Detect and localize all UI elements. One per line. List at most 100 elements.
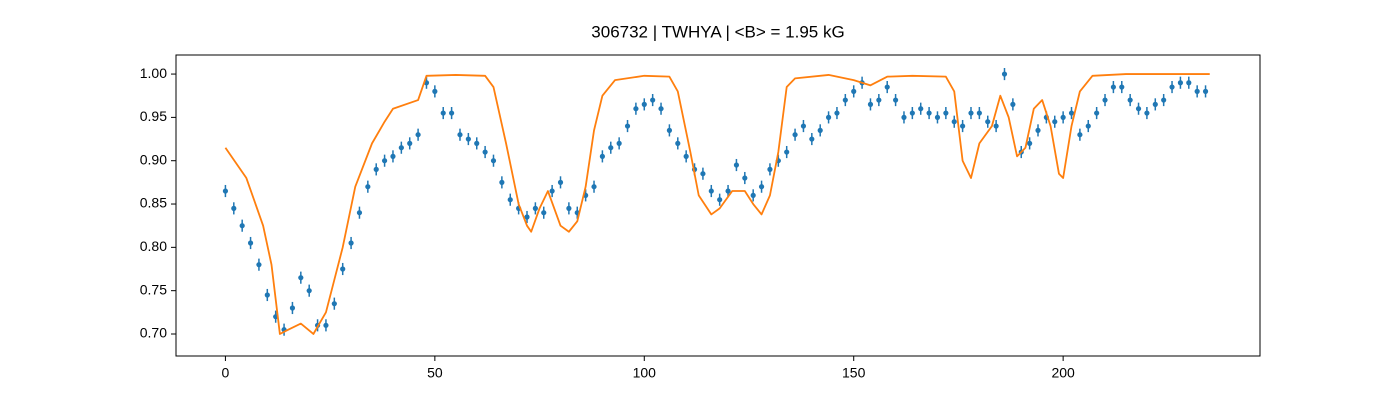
data-point — [490, 158, 497, 164]
data-point — [1119, 84, 1125, 90]
data-point — [675, 140, 681, 146]
data-point — [532, 205, 538, 211]
data-point — [541, 210, 547, 216]
data-point — [658, 106, 664, 112]
y-tick-label: 0.90 — [140, 151, 167, 167]
data-point — [851, 88, 857, 94]
y-tick-label: 0.75 — [140, 281, 167, 297]
data-point — [817, 127, 823, 133]
data-point — [1085, 123, 1091, 129]
data-point — [1077, 132, 1083, 138]
data-point — [901, 114, 907, 120]
data-point — [340, 266, 346, 272]
data-point — [1068, 110, 1075, 116]
data-point — [298, 275, 304, 281]
data-point — [507, 197, 513, 203]
data-point — [1152, 101, 1158, 107]
data-point — [825, 114, 832, 120]
data-point — [231, 205, 237, 211]
data-point — [256, 262, 262, 268]
data-point — [373, 166, 379, 172]
data-point — [1001, 71, 1008, 77]
data-point — [247, 240, 254, 246]
data-point — [398, 145, 404, 151]
data-point — [239, 223, 245, 229]
y-tick-label: 0.80 — [140, 238, 167, 254]
data-point — [976, 110, 982, 116]
data-point — [365, 184, 371, 190]
data-point — [608, 145, 614, 151]
data-point — [784, 149, 790, 155]
data-point — [1010, 101, 1016, 107]
model-line — [224, 73, 1210, 335]
data-point — [449, 110, 455, 116]
data-point — [1052, 119, 1058, 125]
x-tick-label: 100 — [633, 365, 657, 381]
data-point — [767, 166, 773, 172]
data-point — [1035, 127, 1041, 133]
data-point — [876, 97, 882, 103]
data-point — [1135, 106, 1142, 112]
data-point — [624, 123, 631, 129]
data-point — [867, 101, 874, 107]
data-point — [499, 179, 505, 185]
data-point — [264, 292, 270, 298]
data-point — [566, 205, 572, 211]
data-point — [884, 84, 890, 90]
data-point — [842, 97, 848, 103]
y-tick-label: 0.85 — [140, 195, 167, 211]
y-tick-label: 0.70 — [140, 325, 167, 341]
data-point — [892, 97, 899, 103]
data-point — [440, 110, 446, 116]
data-point — [289, 305, 296, 311]
data-point — [356, 210, 363, 216]
data-point — [1102, 97, 1108, 103]
data-point — [222, 188, 229, 194]
data-point — [650, 97, 656, 103]
data-point — [474, 140, 480, 146]
data-point — [616, 140, 622, 146]
data-point — [1186, 80, 1192, 86]
x-tick-label: 200 — [1051, 365, 1075, 381]
x-tick-label: 50 — [427, 365, 443, 381]
x-tick-label: 150 — [842, 365, 866, 381]
data-point — [591, 184, 597, 190]
data-point — [1110, 84, 1117, 90]
data-point — [407, 140, 413, 146]
data-point — [985, 119, 991, 125]
data-point — [926, 110, 932, 116]
data-point — [666, 127, 673, 133]
data-point — [758, 184, 765, 190]
x-tick-label: 0 — [222, 365, 230, 381]
data-point — [800, 123, 807, 129]
data-point — [968, 110, 974, 116]
data-point — [348, 240, 354, 246]
data-point — [918, 106, 924, 112]
data-point — [1169, 84, 1175, 90]
data-point — [1177, 80, 1184, 86]
data-point — [809, 136, 815, 142]
data-point — [457, 132, 463, 138]
y-tick-label: 1.00 — [140, 65, 167, 81]
data-point — [909, 110, 915, 116]
data-point — [943, 110, 949, 116]
data-point — [750, 192, 756, 198]
data-point — [1060, 114, 1066, 120]
data-point — [700, 171, 706, 177]
data-point — [1127, 97, 1133, 103]
data-point — [834, 110, 840, 116]
data-point — [482, 149, 488, 155]
data-point — [792, 132, 798, 138]
plot-frame — [175, 54, 1261, 357]
data-point — [1161, 97, 1167, 103]
data-point — [633, 106, 639, 112]
data-point — [1194, 88, 1200, 94]
data-point — [717, 197, 723, 203]
data-point — [390, 153, 396, 159]
data-point — [1202, 88, 1209, 94]
data-point — [465, 136, 471, 142]
data-point — [599, 153, 605, 159]
data-point — [934, 114, 941, 120]
